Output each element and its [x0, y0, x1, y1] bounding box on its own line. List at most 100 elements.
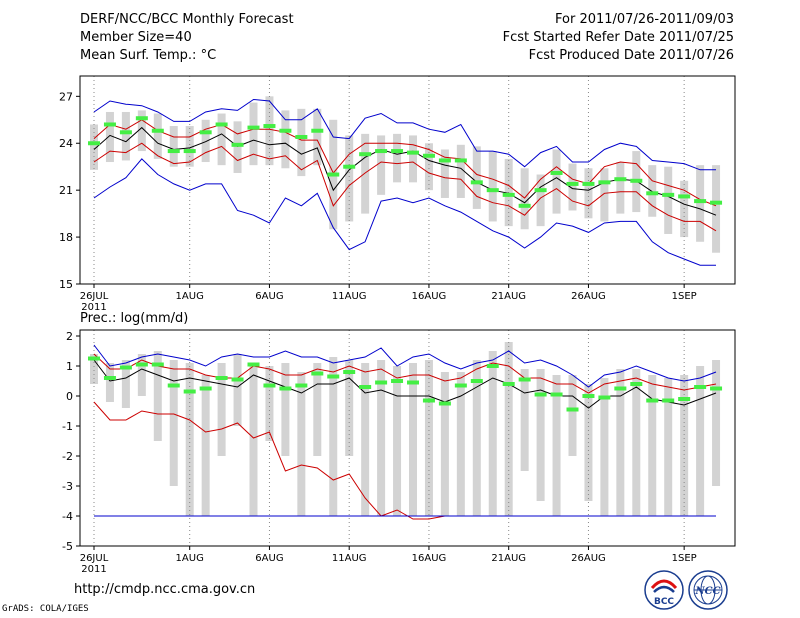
temp-ensemble-box	[409, 135, 417, 183]
prec-x-tick-label: 21AUG	[491, 553, 526, 564]
prec-ensemble-box	[552, 375, 561, 516]
prec-median-bar	[391, 379, 404, 383]
prec-median-bar	[311, 371, 324, 376]
temp-x-tick-label: 11AUG	[332, 291, 367, 302]
temp-ensemble-box	[313, 108, 322, 166]
temp-series-upper	[93, 119, 717, 207]
temp-x-year-label: 2011	[81, 302, 106, 313]
temp-x-tick-label: 26JUL	[80, 291, 109, 302]
temp-ensemble-box	[664, 166, 673, 234]
temp-ensemble-box	[345, 135, 354, 222]
temp-y-tick-label: 18	[59, 231, 73, 244]
temp-y-tick-label: 21	[59, 184, 73, 197]
prec-median-bar	[183, 389, 196, 394]
temp-median-bar	[646, 191, 659, 196]
temp-ensemble-box	[472, 146, 481, 209]
prec-median-bar	[438, 401, 451, 406]
temp-ensemble-box	[297, 108, 306, 177]
prec-median-bar	[550, 392, 563, 397]
prec-median-bar	[231, 377, 244, 382]
prec-y-tick-label: -3	[62, 480, 73, 493]
temp-y-tick-label: 27	[59, 90, 73, 103]
temp-median-bar	[295, 134, 308, 139]
temp-median-bar	[614, 177, 627, 182]
ncc-logo-text: NCC	[694, 586, 720, 597]
prec-ensemble-box	[201, 375, 210, 516]
temp-median-bar	[263, 124, 276, 129]
prec-y-tick-label: -5	[62, 540, 73, 553]
prec-median-bar	[327, 374, 340, 379]
prec-median-bar	[422, 398, 435, 403]
prec-x-tick-label: 1AUG	[176, 553, 204, 564]
prec-x-tick-label: 16AUG	[412, 553, 447, 564]
ncc-logo: NCC	[688, 570, 728, 610]
prec-median-bar	[678, 397, 691, 401]
prec-median-bar	[582, 394, 595, 398]
temp-median-bar	[359, 152, 372, 157]
prec-ensemble-box	[696, 366, 705, 516]
temp-median-bar	[598, 180, 611, 185]
temp-y-tick-label: 15	[59, 278, 73, 291]
prec-ensemble-box	[536, 369, 545, 501]
temp-median-bar	[215, 122, 228, 127]
bcc-logo-text: BCC	[654, 597, 674, 607]
prec-y-tick-label: 2	[66, 330, 73, 343]
prec-ensemble-box	[504, 342, 513, 516]
precip-panel-title: Prec.: log(mm/d)	[80, 311, 188, 326]
prec-median-bar	[247, 362, 260, 367]
temp-median-bar	[135, 116, 148, 121]
prec-ensemble-box	[488, 351, 497, 516]
prec-ensemble-box	[137, 354, 146, 396]
temp-plot-frame	[79, 75, 736, 285]
temp-ensemble-box	[616, 162, 625, 214]
prec-median-bar	[518, 377, 531, 382]
prec-median-bar	[151, 362, 164, 367]
prec-median-bar	[279, 386, 292, 391]
prec-median-bar	[470, 379, 483, 383]
prec-ensemble-box	[345, 360, 354, 456]
temp-median-bar	[486, 188, 499, 193]
temp-median-bar	[502, 192, 515, 197]
temp-ensemble-box	[90, 124, 98, 170]
temp-series-mean	[93, 126, 717, 216]
temp-median-bar	[662, 192, 675, 197]
prec-y-tick-label: -2	[62, 450, 73, 463]
temp-ensemble-box	[584, 168, 593, 219]
prec-series-max	[93, 344, 717, 388]
prec-median-bar	[534, 392, 547, 397]
prec-median-bar	[343, 370, 356, 374]
temp-median-bar	[518, 203, 531, 208]
temp-median-bar	[199, 130, 212, 135]
temp-median-bar	[470, 180, 483, 185]
prec-y-tick-label: -1	[62, 420, 73, 433]
prec-plot-frame	[79, 329, 736, 547]
prec-median-bar	[119, 365, 132, 370]
prec-ensemble-box	[169, 360, 178, 486]
prec-median-bar	[566, 407, 579, 412]
temp-ensemble-box	[456, 144, 465, 198]
temp-ensemble-box	[121, 111, 130, 161]
temp-x-tick-label: 1SEP	[672, 291, 697, 302]
temp-median-bar	[247, 125, 260, 130]
temp-median-bar	[550, 170, 563, 175]
temp-median-bar	[103, 122, 116, 127]
grads-credit: GrADS: COLA/IGES	[2, 604, 89, 614]
prec-ensemble-box	[680, 375, 689, 516]
temp-median-bar	[710, 200, 723, 205]
prec-y-tick-label: -4	[62, 510, 73, 523]
temp-median-bar	[422, 153, 435, 158]
temp-x-tick-label: 6AUG	[255, 291, 283, 302]
temp-median-bar	[678, 194, 691, 199]
temp-ensemble-box	[217, 113, 226, 166]
temp-ensemble-box	[105, 111, 114, 163]
temp-median-bar	[151, 128, 164, 133]
prec-series-mean	[93, 359, 717, 409]
prec-median-bar	[486, 364, 499, 368]
footer-url[interactable]: http://cmdp.ncc.cma.gov.cn	[74, 582, 256, 597]
temp-ensemble-box	[393, 133, 402, 183]
temp-ensemble-box	[488, 151, 497, 222]
prec-ensemble-box	[297, 372, 306, 516]
prec-x-tick-label: 6AUG	[255, 553, 283, 564]
temp-median-bar	[534, 188, 547, 193]
